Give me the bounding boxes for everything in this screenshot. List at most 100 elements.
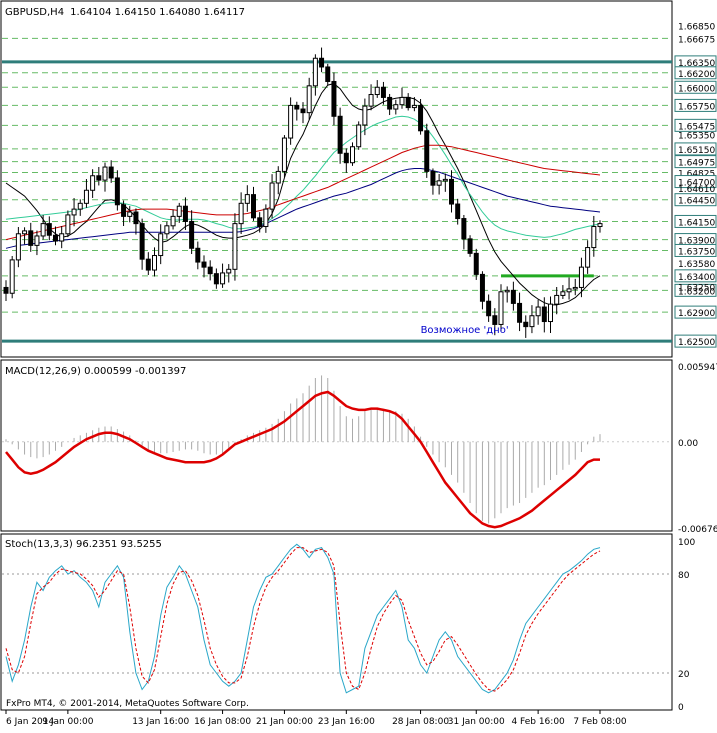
candle-body [269,182,275,210]
candle-body [77,202,83,210]
candle-body [486,300,492,317]
stoch-axis-label: 20 [678,670,690,680]
stoch-axis-label: 80 [678,571,690,581]
price-label-box [674,269,717,283]
candle-body [312,57,318,87]
candle-body [176,205,182,217]
candle-body [127,211,133,217]
bottom-annotation: Возможное 'дно' [421,325,509,336]
candle-body [9,259,15,294]
candle-body [436,180,442,186]
price-pane-frame [0,0,673,358]
price-label-box [674,175,717,189]
price-axis-label: 1.66850 [678,23,715,33]
candle-body [510,289,516,304]
candle-body [498,291,504,325]
stoch-signal-line [5,547,601,692]
candle-body [158,233,164,257]
stoch-axis-label: 0 [678,703,684,713]
chart-header: GBPUSD,H4 1.64104 1.64150 1.64080 1.64117 [5,7,245,18]
candle-body [108,166,114,179]
time-axis-label: 9 Jan 00:00 [42,717,94,727]
candle-body [350,146,355,164]
price-level-label: 1.64825 [678,169,715,179]
price-level-label: 1.64700 [678,179,715,189]
moving-averages [5,83,601,306]
candle-body [152,255,157,271]
price-level-label: 1.64975 [678,159,715,169]
price-label-box [674,66,717,80]
candle-body [455,203,461,220]
candle-body [220,272,226,285]
macd-axis-label: 0.005947 [678,363,717,373]
price-level-label: 1.64450 [678,197,715,207]
price-label-box [674,98,717,112]
price-level-label: 1.63200 [678,287,715,297]
time-axis-label: 21 Jan 00:00 [256,717,313,727]
candle-body [232,223,238,270]
price-level-label: 1.64150 [678,218,715,228]
price-label-box [674,283,717,297]
candle-body [319,57,325,68]
price-axis-label: 1.63250 [678,284,715,294]
candle-body [145,258,151,271]
candle-body [368,94,374,107]
candle-body [3,286,9,294]
candle-body [288,104,294,139]
macd-axis-label: -0.006762 [678,525,717,535]
price-level-label: 1.63400 [678,273,715,283]
candle-body [121,204,127,217]
candle-body [442,178,448,182]
price-label-box [674,80,717,94]
candle-body [40,223,46,237]
price-label-box [674,243,717,257]
candle-body [393,104,399,110]
candle-body [46,223,52,236]
candle-body [83,189,89,204]
candle-body [529,315,535,328]
moving-average-line [5,115,601,238]
price-label-box [674,193,717,207]
candles [3,47,603,338]
price-label-box [674,155,717,169]
candle-body [251,194,256,219]
candle-body [374,86,380,96]
moving-average-line [5,168,601,249]
candle-body [65,214,71,235]
stoch-title: Stoch(13,3,3) 96.2351 93.5255 [5,539,162,550]
candle-body [34,235,40,246]
price-axis-label: 1.64610 [678,185,715,195]
candle-body [300,108,306,114]
candle-body [281,137,287,172]
candle-body [356,124,362,148]
candle-body [164,225,170,235]
candle-body [244,194,250,204]
price-level-label: 1.65150 [678,146,715,156]
candle-body [548,303,553,323]
price-level-label: 1.66000 [678,84,715,94]
price-label-box [674,118,717,132]
time-axis-label: 4 Feb 16:00 [511,717,565,727]
candle-body [337,115,343,154]
time-axis-label: 6 Jan 2014 [6,717,54,727]
candle-body [71,208,77,216]
candle-body [473,252,479,275]
candle-body [53,234,58,242]
price-label-box [674,305,717,319]
candle-body [294,104,300,110]
candle-body [380,86,386,98]
price-level-label: 1.66675 [678,35,715,45]
candle-body [213,273,219,285]
macd-pane-frame [0,359,673,532]
candle-body [182,205,188,222]
candle-body [325,66,331,82]
candle-body [517,302,523,323]
price-label-box [674,334,717,348]
candle-body [133,211,139,225]
candle-body [90,175,96,191]
candle-body [15,233,21,261]
